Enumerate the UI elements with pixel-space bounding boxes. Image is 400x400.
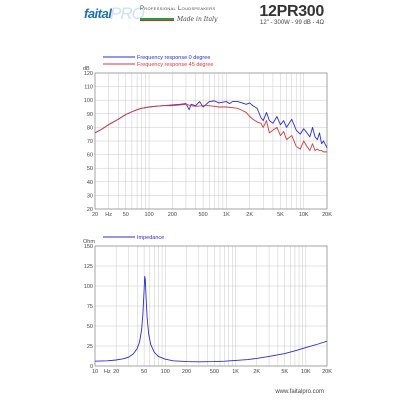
fr-ytick-label: 70 [87, 139, 93, 145]
fr-xtick-label: 500 [199, 212, 208, 218]
fr-legend-label-1: Frequency response 45 degree [137, 62, 213, 68]
imp-ytick-label: 0 [90, 364, 93, 370]
imp-ytick-label: 125 [84, 264, 93, 270]
fr-xtick-label: 10K [299, 212, 309, 218]
header: faital PRO Professional Loudspeakers Mad… [0, 0, 400, 30]
imp-xtick-label: Hz [104, 369, 111, 375]
fr-ytick-label: 30 [87, 193, 93, 199]
imp-legend-label-0: Impedance [137, 235, 164, 241]
imp-series-line-0 [94, 275, 328, 363]
imp-ytick-label: 75 [87, 304, 93, 310]
imp-xtick-label: 10 [92, 369, 98, 375]
imp-xtick-label: 1K [232, 369, 239, 375]
imp-ytick-label: 50 [87, 324, 93, 330]
italian-flag-line [140, 18, 174, 21]
brand-pro: PRO [110, 4, 145, 23]
fr-xtick-label: 200 [168, 212, 177, 218]
fr-ytick-label: 100 [84, 98, 93, 104]
fr-series-line-1 [94, 103, 327, 153]
fr-xtick-label: 5K [277, 212, 284, 218]
imp-ytick-label: 25 [87, 344, 93, 350]
imp-ylabel: Ohm [83, 239, 95, 245]
imp-xtick-label: 5K [281, 369, 288, 375]
fr-xtick-label: 50 [123, 212, 129, 218]
imp-frame [94, 245, 328, 367]
fr-xtick-label: Hz [105, 212, 112, 218]
brand-name: faital [84, 6, 112, 21]
fr-ytick-label: 80 [87, 125, 93, 131]
fr-xtick-label: 2K [246, 212, 253, 218]
fr-frame [94, 72, 328, 210]
fr-ytick-label: 110 [84, 85, 93, 91]
fr-ytick-label: 90 [87, 112, 93, 118]
imp-xtick-label: 20K [322, 369, 332, 375]
fr-xtick-label: 1K [223, 212, 230, 218]
brand-tagline: Professional Loudspeakers [140, 6, 216, 12]
fr-ytick-label: 20 [87, 207, 93, 213]
fr-xtick-label: 20 [92, 212, 98, 218]
fr-xtick-label: 20K [322, 212, 332, 218]
fr-ytick-label: 120 [84, 71, 93, 77]
made-in-italy: Made in Italy [177, 16, 218, 23]
fr-ytick-label: 50 [87, 166, 93, 172]
footer-url[interactable]: www.faitalpro.com [275, 389, 324, 395]
fr-ytick-label: 40 [87, 180, 93, 186]
fr-ylabel: dB [83, 66, 90, 72]
imp-xtick-label: 500 [210, 369, 219, 375]
fr-legend-label-0: Frequency response 0 degree [137, 55, 210, 61]
model-title: 12PR300 [259, 3, 324, 20]
imp-xtick-label: 200 [182, 369, 191, 375]
imp-xtick-label: 20 [113, 369, 119, 375]
imp-xtick-label: 10K [301, 369, 311, 375]
imp-xtick-label: 100 [161, 369, 170, 375]
imp-ytick-label: 150 [84, 244, 93, 250]
fr-ytick-label: 60 [87, 153, 93, 159]
brand-logo: faital PRO [84, 4, 145, 26]
imp-xtick-label: 2K [253, 369, 260, 375]
model-specs: 12" - 300W - 99 dB - 4Ω [260, 20, 324, 26]
fr-xtick-label: 100 [144, 212, 153, 218]
imp-xtick-label: 50 [141, 369, 147, 375]
imp-grid [94, 245, 328, 367]
imp-ytick-label: 100 [84, 284, 93, 290]
